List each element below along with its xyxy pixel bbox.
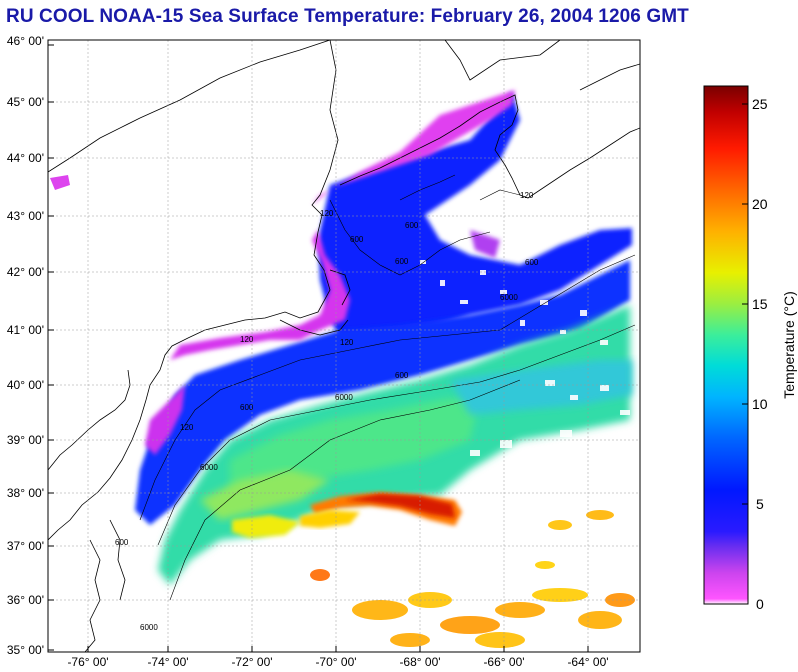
lon-tick-label: -64° 00' [567,655,608,669]
contour-label: 6000 [500,293,518,302]
colorbar-tick-label: 15 [752,296,768,312]
lat-tick-label: 37° 00' [7,539,44,553]
lon-tick-label: -68° 00' [399,655,440,669]
latitude-labels: 46° 00' 45° 00' 44° 00' 43° 00' 42° 00' … [7,34,44,657]
lat-tick-label: 35° 00' [7,643,44,657]
lat-tick-label: 43° 00' [7,209,44,223]
map-title: RU COOL NOAA-15 Sea Surface Temperature:… [6,6,689,27]
contour-label: 120 [340,338,354,347]
colorbar-tick-label: 25 [752,96,768,112]
bathymetry-contours [139,174,636,601]
lat-tick-label: 39° 00' [7,433,44,447]
lon-tick-label: -76° 00' [67,655,108,669]
map-panel: 120 600 600 600 120 120 600 6000 600 600… [48,40,640,652]
contour-label: 600 [350,235,364,244]
contour-label: 120 [520,191,534,200]
contour-label: 120 [240,335,254,344]
lat-tick-label: 45° 00' [7,95,44,109]
longitude-labels: -76° 00' -74° 00' -72° 00' -70° 00' -68°… [67,655,608,669]
colorbar-tick-label: 0 [756,596,764,612]
lat-tick-label: 46° 00' [7,34,44,48]
contour-label: 600 [525,258,539,267]
colorbar-gradient [703,85,749,605]
colorbar-tick-label: 10 [752,396,768,412]
grid-lines [48,40,640,652]
contour-label: 600 [240,403,254,412]
lat-tick-label: 44° 00' [7,151,44,165]
lon-tick-label: -70° 00' [315,655,356,669]
contour-labels: 120 600 600 600 120 120 600 6000 600 600… [115,191,539,632]
colorbar-label: Temperature (°C) [781,291,797,399]
lat-tick-label: 40° 00' [7,378,44,392]
map-frame [47,39,641,653]
colorbar-tick-label: 5 [756,496,764,512]
colorbar-tick-label: 20 [752,196,768,212]
lon-tick-label: -72° 00' [231,655,272,669]
colorbar: 0 5 10 15 20 25 Temperature (°C) [703,85,797,612]
lat-tick-label: 41° 00' [7,323,44,337]
lat-tick-label: 42° 00' [7,265,44,279]
contour-label: 120 [320,209,334,218]
axis-ticks [48,44,589,652]
contour-label: 600 [115,538,129,547]
lat-tick-label: 38° 00' [7,486,44,500]
contour-label: 6000 [200,463,218,472]
contour-label: 600 [405,221,419,230]
contour-label: 6000 [140,623,158,632]
lat-tick-label: 36° 00' [7,593,44,607]
lon-tick-label: -66° 00' [483,655,524,669]
contour-label: 600 [395,371,409,380]
lon-tick-label: -74° 00' [147,655,188,669]
contour-label: 6000 [335,393,353,402]
contour-label: 600 [395,257,409,266]
contour-label: 120 [180,423,194,432]
